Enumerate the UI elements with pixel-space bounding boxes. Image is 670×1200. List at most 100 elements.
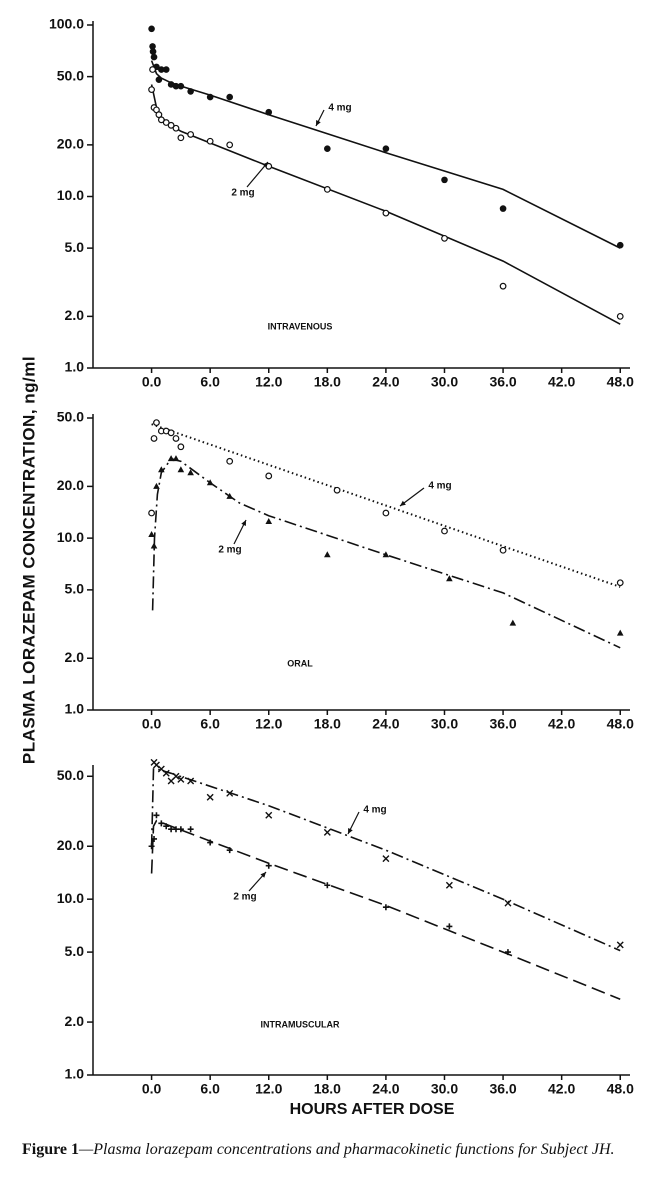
x-tick-label: 30.0 [431,374,458,390]
point [149,48,157,55]
x-tick-label: 6.0 [200,1081,220,1097]
point [155,76,163,83]
point [187,88,194,95]
x-tick-label: 6.0 [200,716,220,732]
y-tick-label: 10.0 [57,890,84,906]
fit-line [150,84,621,325]
point [177,466,185,473]
y-tick-label: 100.0 [49,16,84,32]
x-tick-label: 18.0 [314,374,341,390]
x-tick-label: 12.0 [255,716,282,732]
x-tick-label: 30.0 [431,716,458,732]
y-tick-label: 50.0 [57,67,84,83]
point [616,941,624,949]
point [153,482,160,489]
point [382,145,390,152]
point [150,53,158,61]
point [226,141,234,149]
point [172,435,180,442]
point [148,86,155,94]
point [616,629,624,636]
point [162,769,170,777]
point [616,312,624,320]
arrow-head [241,520,246,526]
point [149,43,156,50]
y-tick-label: 1.0 [65,359,85,375]
point [441,527,448,535]
series-label: 2 mg [233,892,256,903]
point [162,66,170,73]
x-tick-label: 0.0 [142,716,162,732]
fit-line [150,768,621,952]
point [150,542,158,549]
point [324,551,331,558]
point [441,176,448,184]
point [445,881,453,889]
y-tick-label: 5.0 [65,239,85,255]
point [616,579,624,587]
point [177,443,185,451]
point [441,234,448,242]
fit-line [151,423,621,588]
x-tick-label: 24.0 [372,374,399,390]
arrow-head [400,500,406,506]
point [382,509,390,517]
caption-label: Figure 1 [22,1141,80,1158]
point [172,124,180,132]
point [509,619,517,626]
annotation: INTRAVENOUS [268,321,333,331]
point [177,775,185,783]
x-tick-label: 18.0 [314,716,341,732]
y-tick-label: 50.0 [57,409,84,425]
point [226,93,233,101]
x-tick-label: 48.0 [607,374,634,390]
series-label: 4 mg [428,481,451,492]
y-tick-label: 2.0 [65,307,85,323]
point [382,855,390,863]
annotation: INTRAMUSCULAR [261,1019,340,1029]
x-axis-label: HOURS AFTER DOSE [290,1101,455,1118]
y-axis-label: PLASMA LORAZEPAM CONCENTRATION, ng/ml [19,356,38,764]
point [206,137,214,145]
point [153,812,160,819]
point [382,904,389,911]
x-tick-label: 24.0 [372,1081,399,1097]
x-tick-label: 48.0 [607,716,634,732]
point [265,517,273,524]
point [177,82,185,90]
x-tick-label: 30.0 [431,1081,458,1097]
arrow-head [316,120,321,126]
point [265,862,272,869]
y-tick-label: 1.0 [65,1066,85,1082]
x-tick-label: 0.0 [142,374,162,390]
series-label: 4 mg [328,103,351,114]
y-tick-label: 1.0 [65,701,85,717]
point [504,899,512,907]
point [226,847,233,854]
point [499,205,507,212]
x-tick-label: 12.0 [255,1081,282,1097]
x-tick-label: 24.0 [372,716,399,732]
x-tick-label: 0.0 [142,1081,162,1097]
fit-line [150,60,621,249]
x-tick-label: 42.0 [548,374,575,390]
point [172,455,180,462]
point [323,828,331,836]
x-tick-label: 6.0 [200,374,220,390]
point [149,66,156,73]
point [323,186,331,193]
point [226,492,233,499]
point [446,923,453,930]
point [324,882,331,889]
y-tick-label: 10.0 [57,187,84,203]
arrow-head [348,828,353,834]
annotation: ORAL [287,658,313,668]
point [324,145,331,152]
x-tick-label: 42.0 [548,716,575,732]
point [187,469,194,476]
arrow-head [262,162,268,168]
point [226,789,234,797]
caption: Figure 1—Plasma lorazepam concentrations… [22,1140,650,1160]
y-tick-label: 5.0 [65,581,85,597]
caption-text: —Plasma lorazepam concentrations and pha… [79,1141,615,1158]
